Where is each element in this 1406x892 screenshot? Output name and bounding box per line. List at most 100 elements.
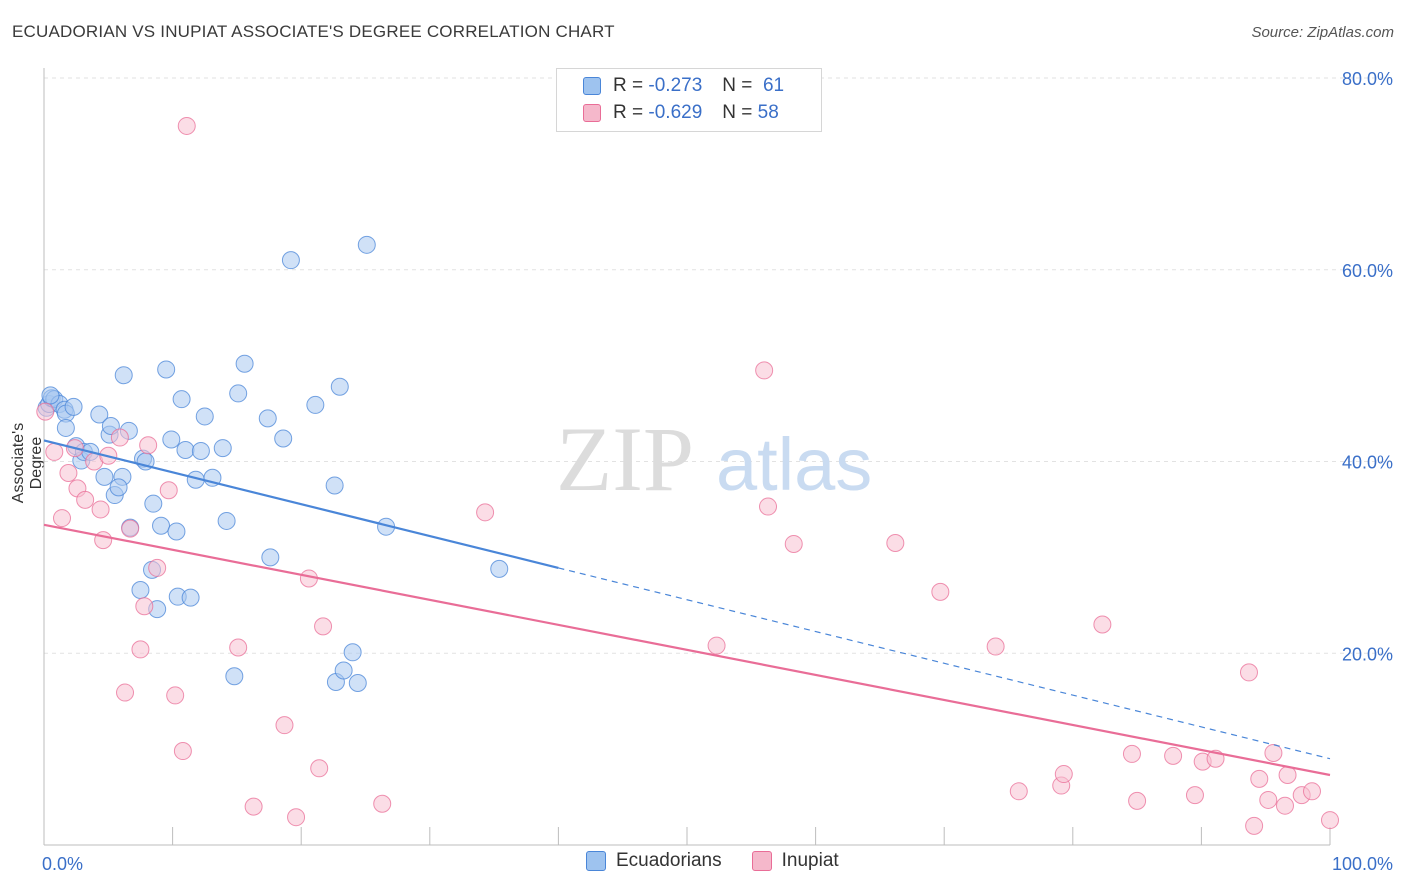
data-point <box>176 440 195 459</box>
data-point <box>64 397 83 416</box>
data-point <box>759 497 778 516</box>
data-point <box>131 580 150 599</box>
y-tick-label: 20.0% <box>1342 644 1393 664</box>
legend-row-ecuadorians: R = -0.273 N = 61 <box>557 73 784 99</box>
data-point <box>144 494 163 513</box>
data-point <box>95 467 114 486</box>
data-point <box>348 673 367 692</box>
data-point <box>191 441 210 460</box>
stats-legend: R = -0.273 N = 61 R = -0.629 N = 58 <box>556 68 822 132</box>
legend-n-label: N = <box>722 75 753 96</box>
data-point <box>109 478 128 497</box>
data-point <box>310 759 329 778</box>
data-point <box>1321 811 1339 830</box>
y-tick-label: 40.0% <box>1342 453 1393 473</box>
series-inupiat <box>36 116 1339 835</box>
data-point <box>229 638 248 657</box>
legend-n-value: 58 <box>757 102 779 123</box>
data-point <box>325 476 344 495</box>
data-point <box>59 464 78 483</box>
data-point <box>244 797 263 816</box>
legend-r-value: -0.629 <box>648 102 703 123</box>
data-point <box>1264 743 1283 762</box>
data-point <box>343 643 362 662</box>
data-point <box>357 235 376 254</box>
data-point <box>162 430 181 449</box>
data-point <box>148 558 167 577</box>
watermark-zip: ZIP <box>556 408 694 510</box>
data-point <box>53 509 72 528</box>
data-point <box>159 481 178 500</box>
data-point <box>116 683 135 702</box>
data-point <box>476 503 495 522</box>
data-point <box>195 407 214 426</box>
data-point <box>274 429 293 448</box>
data-point <box>1185 786 1204 805</box>
x-tick-label: 0.0% <box>42 854 83 874</box>
data-point <box>314 617 333 636</box>
data-point <box>177 116 196 135</box>
data-point <box>281 251 300 270</box>
data-point <box>1259 790 1278 809</box>
legend-label-inupiat: Inupiat <box>781 850 839 871</box>
data-point <box>886 533 905 552</box>
legend-swatch-ecuadorians <box>586 851 606 871</box>
legend-swatch-inupiat <box>751 851 772 871</box>
data-point <box>1164 746 1183 765</box>
data-point <box>373 794 392 813</box>
data-point <box>1302 782 1321 801</box>
series-legend: Ecuadorians Inupiat <box>586 850 869 872</box>
data-point <box>306 395 325 414</box>
data-point <box>121 519 140 538</box>
data-point <box>261 548 280 567</box>
data-point <box>1128 791 1147 810</box>
data-point <box>1054 765 1073 784</box>
legend-n-value: 61 <box>762 75 785 96</box>
legend-item-ecuadorians: Ecuadorians <box>586 850 722 872</box>
legend-swatch-ecuadorians <box>583 77 601 95</box>
x-tick-label: 100.0% <box>1332 854 1393 874</box>
data-point <box>931 582 950 601</box>
data-point <box>110 428 129 447</box>
data-point <box>41 386 60 405</box>
data-point <box>114 366 133 385</box>
data-point <box>172 390 191 409</box>
legend-n-label: N = <box>722 102 753 123</box>
data-point <box>1245 816 1264 835</box>
data-point <box>166 686 185 705</box>
data-point <box>181 588 200 607</box>
data-point <box>173 742 192 761</box>
data-point <box>275 716 294 735</box>
data-point <box>225 667 244 686</box>
tick-labels: 20.0% 40.0% 60.0% 80.0% 0.0% 100.0% <box>42 69 1393 874</box>
data-point <box>258 409 277 428</box>
data-point <box>131 640 150 659</box>
data-point <box>490 559 509 578</box>
data-point <box>287 808 306 827</box>
data-point <box>1275 796 1294 815</box>
data-point <box>76 490 95 509</box>
data-point <box>334 661 353 680</box>
legend-r-label: R = <box>613 102 644 123</box>
data-point <box>986 637 1005 656</box>
data-point <box>1009 782 1028 801</box>
legend-r-value: -0.273 <box>648 75 703 96</box>
trend-line <box>43 523 1331 777</box>
legend-item-inupiat: Inupiat <box>751 850 839 872</box>
legend-label-ecuadorians: Ecuadorians <box>616 850 722 871</box>
data-point <box>56 418 75 437</box>
legend-row-inupiat: R = -0.629 N = 58 <box>557 100 779 126</box>
data-point <box>1122 744 1141 763</box>
chart-title: ECUADORIAN VS INUPIAT ASSOCIATE'S DEGREE… <box>12 22 615 41</box>
data-point <box>1278 766 1297 785</box>
source-label: Source: ZipAtlas.com <box>1251 24 1394 41</box>
data-point <box>139 436 158 455</box>
trend-lines <box>43 439 1331 777</box>
data-point <box>330 377 349 396</box>
trend-line-extension <box>558 567 1331 760</box>
data-point <box>217 511 236 530</box>
data-point <box>235 354 254 373</box>
data-point <box>229 384 248 403</box>
data-point <box>213 439 232 458</box>
